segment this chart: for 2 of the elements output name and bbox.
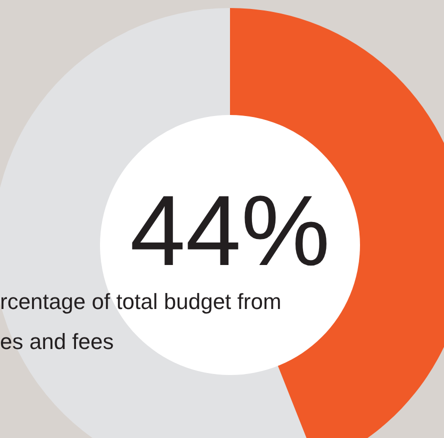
text: rcentage of total budget from es and fees [0, 289, 282, 354]
data-label: 44% [130, 175, 330, 287]
